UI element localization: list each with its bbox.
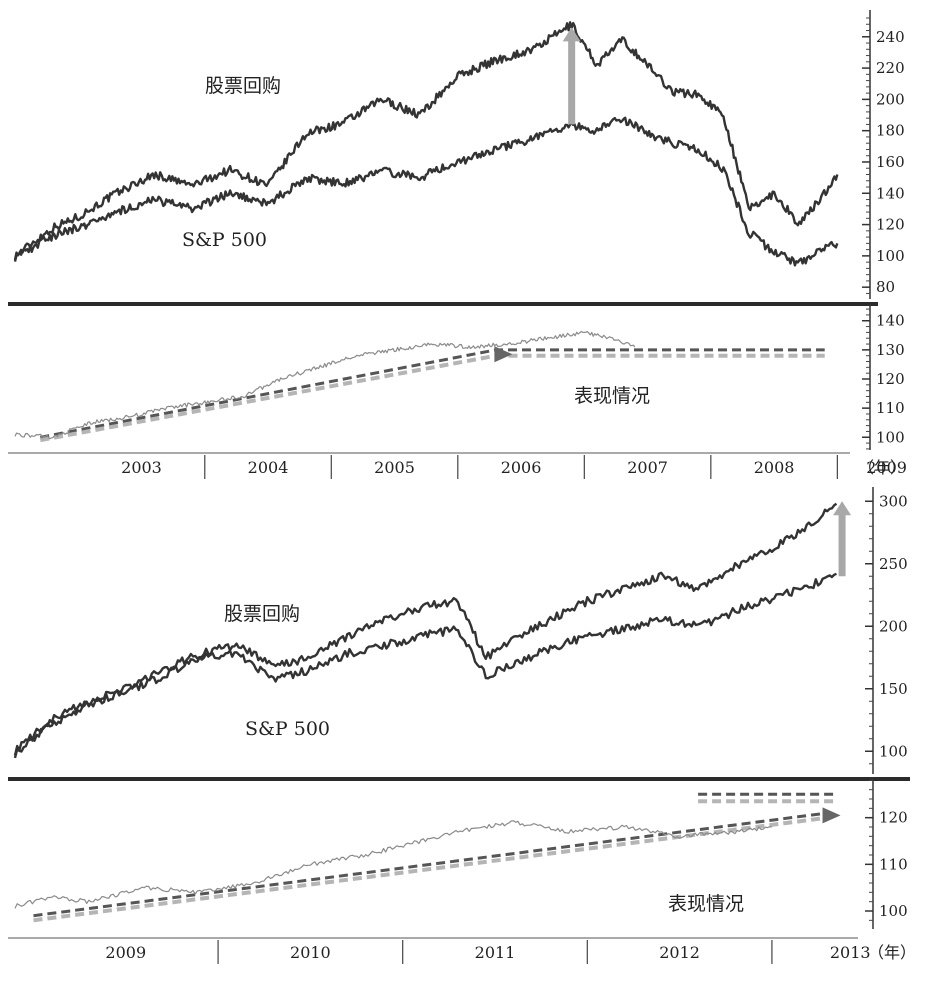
annotation-buyback: 股票回购 [224, 603, 300, 625]
y-tick-label: 120 [879, 809, 908, 827]
annotation-performance: 表现情况 [574, 385, 650, 407]
annotation-performance: 表现情况 [668, 893, 744, 915]
y-tick-label: 300 [879, 492, 908, 510]
y-tick-label: 110 [879, 855, 908, 873]
series-line-0 [13, 502, 838, 756]
y-tick-label: 160 [876, 153, 905, 171]
y-tick-label: 180 [876, 122, 905, 140]
trend-line-0 [40, 348, 825, 439]
series-lines [13, 21, 839, 267]
trend-line-0 [33, 811, 828, 918]
trend-line-1 [33, 815, 828, 923]
trend-arrow-head [494, 346, 513, 363]
annotation-sp500: S&P 500 [245, 718, 330, 740]
x-unit-label: （年） [858, 458, 906, 477]
series-lines [14, 792, 837, 923]
year-label: 2009 [105, 943, 146, 962]
series-line-1 [13, 572, 837, 759]
year-label: 2007 [627, 458, 668, 477]
buyback-vs-sp500-2003-2009: 80 100 120 140 160 180 200 220 240 股票回购 S&P 500 [13, 10, 905, 299]
y-tick-label: 240 [876, 28, 905, 46]
annotation-buyback: 股票回购 [205, 75, 281, 97]
year-label: 2006 [501, 458, 542, 477]
y-tick-label: 140 [876, 312, 905, 330]
series-line-1 [13, 116, 839, 267]
y-tick-label: 100 [876, 428, 905, 446]
series-lines [14, 330, 825, 443]
y-tick-label: 100 [879, 742, 908, 760]
y-tick-label: 140 [876, 184, 905, 202]
right-y-axis: 100 110 120 130 140 [862, 304, 905, 450]
year-label: 2009 [866, 458, 907, 477]
year-label: 2005 [374, 458, 415, 477]
y-tick-label: 120 [876, 216, 905, 234]
y-tick-label: 100 [879, 902, 908, 920]
buyback-vs-sp500-2009-2013: 100 150 200 250 300 股票回购 S&P 500 [13, 487, 908, 774]
y-tick-label: 200 [876, 90, 905, 108]
y-tick-label: 100 [876, 247, 905, 265]
year-label: 2004 [248, 458, 289, 477]
year-label: 2003 [121, 458, 162, 477]
series-line-0 [14, 820, 772, 909]
y-tick-label: 130 [876, 341, 905, 359]
x-unit-label: （年） [868, 943, 916, 962]
y-tick-label: 220 [876, 59, 905, 77]
year-axis-2003-2009: 2003 2004 2005 2006 2007 2008 2009（年） [8, 452, 907, 479]
right-y-axis: 100 110 120 [865, 777, 908, 929]
gap-arrows [494, 27, 852, 824]
performance-2003-2009: 100 110 120 130 140 表现情况 [14, 304, 905, 450]
series-line-0 [13, 21, 839, 261]
y-tick-label: 110 [876, 399, 905, 417]
y-tick-label: 250 [879, 555, 908, 573]
series-lines [13, 502, 838, 759]
year-label: 2011 [475, 943, 516, 962]
trend-line-1 [39, 353, 825, 443]
year-label: 2013 [830, 943, 871, 962]
trend-arrow-head [822, 807, 841, 824]
series-line-0 [14, 330, 636, 440]
performance-2009-2013: 100 110 120 表现情况 [14, 777, 908, 929]
right-y-axis: 100 150 200 250 300 [865, 487, 908, 774]
year-label: 2008 [754, 458, 795, 477]
year-label: 2012 [659, 943, 700, 962]
y-tick-label: 80 [876, 278, 895, 296]
y-tick-label: 200 [879, 617, 908, 635]
year-axis-2009-2013: 2009 2010 2011 2012 2013（年） [8, 937, 916, 964]
annotation-sp500: S&P 500 [182, 229, 267, 251]
year-label: 2010 [290, 943, 331, 962]
y-tick-label: 120 [876, 370, 905, 388]
gap-arrow-head [833, 501, 852, 516]
y-tick-label: 150 [879, 680, 908, 698]
gap-arrow-head [562, 27, 581, 42]
right-y-axis: 80 100 120 140 160 180 200 220 240 [862, 10, 905, 299]
